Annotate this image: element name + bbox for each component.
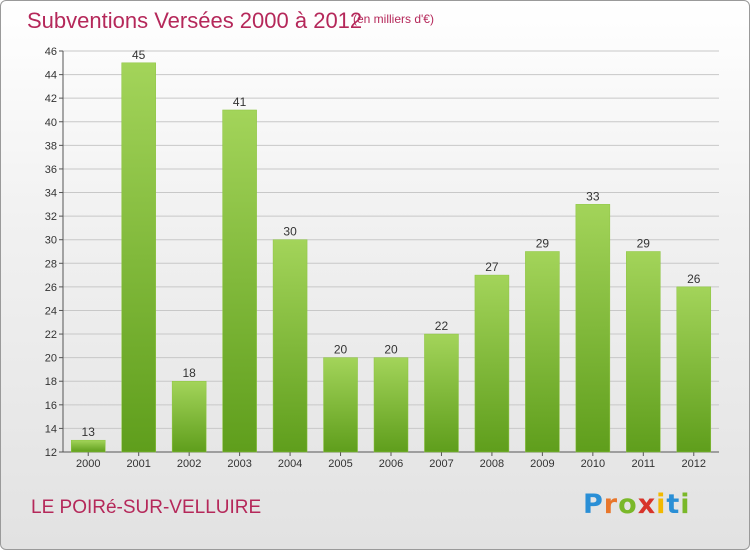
logo-letter: i — [680, 489, 691, 520]
x-tick-label-2001: 2001 — [126, 458, 150, 470]
data-label-2004: 30 — [283, 225, 297, 239]
y-tick-label: 28 — [45, 258, 57, 270]
bar-2002 — [171, 380, 207, 453]
logo-letter: r — [603, 489, 619, 520]
y-tick-label: 34 — [45, 188, 57, 200]
data-label-2010: 33 — [586, 189, 600, 203]
bar-2010 — [575, 204, 611, 453]
x-tick-label-2007: 2007 — [429, 458, 453, 470]
x-tick-label-2000: 2000 — [76, 458, 100, 470]
y-tick-label: 24 — [45, 305, 57, 317]
bar-2008 — [474, 274, 510, 453]
commune-name: LE POIRé-SUR-VELLUIRE — [31, 497, 262, 518]
data-label-2009: 29 — [536, 237, 550, 251]
data-label-2007: 22 — [435, 319, 449, 333]
data-label-2011: 29 — [637, 237, 651, 251]
chart-unit: (en milliers d'€) — [353, 12, 434, 26]
x-tick-label-2005: 2005 — [328, 458, 352, 470]
data-label-2002: 18 — [182, 366, 196, 380]
y-tick-label: 30 — [45, 235, 57, 247]
data-label-2012: 26 — [687, 272, 701, 286]
data-label-2003: 41 — [233, 95, 247, 109]
x-tick-label-2002: 2002 — [177, 458, 201, 470]
logo-letter: P — [583, 489, 604, 520]
x-tick-label-2012: 2012 — [682, 458, 706, 470]
x-tick-label-2010: 2010 — [581, 458, 605, 470]
chart-title: Subventions Versées 2000 à 2012 — [27, 8, 363, 33]
data-label-2001: 45 — [132, 48, 146, 62]
bar-2006 — [373, 357, 409, 453]
y-tick-label: 12 — [45, 447, 57, 459]
logo-letter: x — [637, 489, 657, 520]
data-label-2000: 13 — [82, 425, 96, 439]
bars — [70, 62, 712, 453]
y-tick-label: 26 — [45, 282, 57, 294]
bar-2001 — [121, 62, 156, 453]
x-tick-label-2003: 2003 — [227, 458, 251, 470]
y-tick-label: 14 — [45, 423, 57, 435]
bar-2003 — [222, 109, 257, 453]
bar-2012 — [676, 286, 712, 453]
y-tick-label: 36 — [45, 164, 57, 176]
x-tick-label-2006: 2006 — [379, 458, 403, 470]
bar-2011 — [626, 251, 661, 453]
bar-2000 — [70, 439, 106, 453]
y-tick-label: 46 — [45, 46, 57, 58]
bar-2009 — [525, 251, 560, 453]
bar-2004 — [272, 239, 308, 453]
y-tick-label: 16 — [45, 400, 57, 412]
y-tick-label: 32 — [45, 211, 57, 223]
y-tick-label: 22 — [45, 329, 57, 341]
proxiti-logo: Proxiti — [583, 489, 691, 520]
bar-2007 — [424, 333, 459, 453]
data-label-2006: 20 — [384, 343, 398, 357]
x-tick-label-2011: 2011 — [631, 458, 655, 470]
logo-letter: i — [656, 489, 667, 520]
x-tick-label-2009: 2009 — [530, 458, 554, 470]
data-label-2008: 27 — [485, 260, 499, 274]
y-tick-label: 44 — [45, 70, 57, 82]
x-tick-label-2004: 2004 — [278, 458, 302, 470]
logo-letter: o — [618, 489, 638, 520]
logo-letter: t — [666, 489, 681, 520]
y-tick-label: 20 — [45, 353, 57, 365]
bar-2005 — [323, 357, 358, 453]
y-tick-label: 40 — [45, 117, 57, 129]
y-tick-label: 42 — [45, 93, 57, 105]
labels: 12 14 16 18 20 22 24 26 28 30 32 34 36 38 40 42 44 46 13 20… — [45, 46, 706, 470]
y-tick-label: 18 — [45, 376, 57, 388]
data-label-2005: 20 — [334, 343, 348, 357]
x-tick-label-2008: 2008 — [480, 458, 504, 470]
y-tick-label: 38 — [45, 140, 57, 152]
